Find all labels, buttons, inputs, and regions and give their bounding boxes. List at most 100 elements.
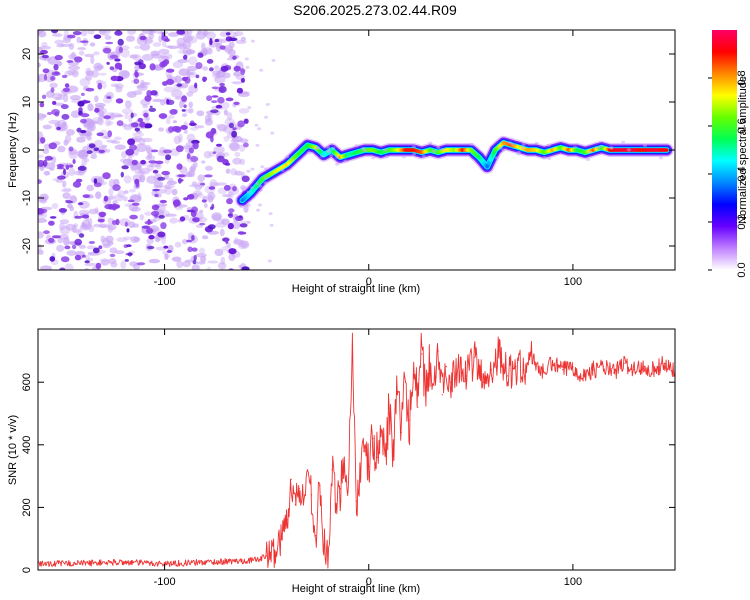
snr-point <box>364 450 366 452</box>
noise-speckle <box>201 235 209 240</box>
spectrogram-xlabel: Height of straight line (km) <box>292 283 420 295</box>
noise-speckle <box>106 61 110 65</box>
noise-speckle <box>48 220 55 226</box>
noise-speckle <box>77 165 87 171</box>
noise-speckle <box>86 245 96 250</box>
noise-speckle <box>225 97 234 102</box>
noise-speckle <box>79 40 89 43</box>
noise-speckle <box>87 120 99 125</box>
noise-speckle <box>161 170 170 176</box>
noise-speckle <box>224 162 231 166</box>
noise-speckle <box>233 101 240 106</box>
noise-speckle <box>42 148 50 154</box>
spectrogram-ytick-label: 0 <box>21 147 33 153</box>
ridge-speckle <box>516 150 521 154</box>
noise-speckle <box>207 224 216 230</box>
noise-speckle <box>207 194 214 203</box>
noise-speckle <box>187 246 193 253</box>
ridge-speckle <box>432 149 437 153</box>
noise-speckle <box>163 184 172 190</box>
noise-speckle <box>166 98 170 105</box>
ridge-speckle <box>599 144 604 148</box>
noise-speckle <box>183 54 188 60</box>
noise-speckle <box>136 262 146 266</box>
noise-speckle <box>192 217 200 223</box>
noise-speckle <box>226 112 233 121</box>
noise-speckle <box>81 214 90 219</box>
noise-speckle <box>241 266 250 270</box>
noise-speckle <box>91 117 103 124</box>
noise-speckle <box>97 117 104 126</box>
snr-point <box>286 519 288 521</box>
noise-speckle <box>188 56 198 66</box>
noise-speckle <box>134 127 140 132</box>
noise-speckle <box>146 90 152 97</box>
noise-speckle <box>49 82 58 89</box>
noise-speckle <box>196 261 206 265</box>
noise-speckle <box>223 135 230 142</box>
snr-series-line <box>38 332 675 569</box>
noise-speckle <box>123 236 133 240</box>
noise-speckle <box>59 267 66 270</box>
noise-speckle <box>228 208 235 213</box>
noise-speckle <box>96 132 104 137</box>
noise-speckle <box>120 171 125 178</box>
noise-speckle <box>82 194 91 199</box>
noise-speckle <box>143 117 150 121</box>
noise-speckle <box>114 58 121 62</box>
snr-point <box>445 366 447 368</box>
noise-speckle <box>163 149 172 154</box>
noise-speckle <box>166 117 171 125</box>
noise-speckle <box>160 222 167 230</box>
noise-speckle <box>204 114 211 123</box>
noise-speckle <box>65 223 76 231</box>
noise-speckle <box>197 174 206 182</box>
noise-speckle <box>54 122 61 128</box>
noise-speckle <box>174 126 182 133</box>
noise-speckle <box>232 186 237 192</box>
noise-speckle <box>107 130 113 138</box>
noise-speckle <box>64 245 71 250</box>
noise-speckle <box>106 96 112 99</box>
ridge-speckle <box>354 144 359 148</box>
ridge-speckle <box>246 190 251 194</box>
ridge-speckle <box>326 146 331 149</box>
noise-speckle <box>214 38 220 43</box>
noise-speckle <box>129 54 139 59</box>
noise-speckle <box>184 76 191 84</box>
noise-speckle <box>65 164 70 170</box>
snr-point <box>474 356 476 358</box>
noise-speckle <box>56 164 65 168</box>
noise-speckle <box>215 104 223 109</box>
noise-speckle <box>53 63 59 71</box>
noise-speckle <box>223 109 228 116</box>
noise-speckle <box>246 220 251 224</box>
noise-speckle <box>169 217 178 224</box>
noise-speckle <box>85 87 95 92</box>
noise-speckle <box>188 147 194 154</box>
noise-speckle <box>240 77 245 83</box>
noise-speckle <box>237 120 245 128</box>
noise-speckle <box>270 131 275 135</box>
noise-speckle <box>239 231 247 235</box>
noise-speckle <box>186 152 191 160</box>
noise-speckle <box>163 86 176 93</box>
noise-speckle <box>227 214 233 217</box>
noise-speckle <box>71 69 79 78</box>
noise-speckle <box>123 196 128 202</box>
snr-point <box>327 560 329 562</box>
spectrogram-xtick-label: -100 <box>154 276 176 288</box>
noise-speckle <box>70 51 76 60</box>
noise-speckle <box>39 193 49 202</box>
noise-speckle <box>109 66 115 71</box>
noise-speckle <box>163 184 175 189</box>
noise-speckles <box>38 30 276 270</box>
noise-speckle <box>239 138 249 143</box>
noise-speckle <box>105 41 114 45</box>
noise-speckle <box>40 265 52 270</box>
noise-speckle <box>159 199 167 204</box>
noise-speckle <box>97 82 103 90</box>
noise-speckle <box>87 30 95 35</box>
noise-speckle <box>130 112 134 119</box>
spectrogram-xtick-label: 0 <box>366 276 372 288</box>
